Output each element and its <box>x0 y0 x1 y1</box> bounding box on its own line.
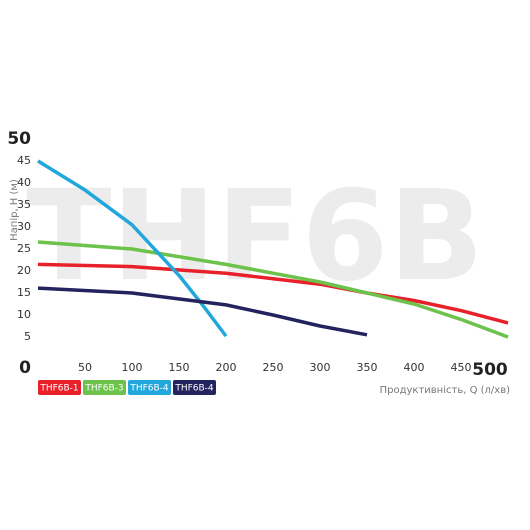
x-axis-label: Продуктивність, Q (л/хв) <box>380 384 510 396</box>
legend-swatch <box>173 380 216 395</box>
x-tick-label: 250 <box>263 361 284 374</box>
x-tick-label: 450 <box>451 361 472 374</box>
series-line <box>37 286 368 337</box>
series-line <box>37 240 509 339</box>
legend-swatch <box>128 380 171 395</box>
x-tick-label: 150 <box>169 361 190 374</box>
y-axis-label: Напір, H (м) <box>8 179 20 241</box>
legend-label: THF6B-3 <box>84 384 123 394</box>
y-tick-label: 10 <box>17 308 31 321</box>
legend-label: THF6B-4 <box>174 384 214 394</box>
y-tick-label: 25 <box>17 242 31 255</box>
x-tick-label: 50 <box>78 361 92 374</box>
series-line <box>37 159 228 338</box>
legend-label: THF6B-4 <box>129 384 169 394</box>
watermark: THF6B <box>26 164 484 309</box>
x-tick-label: 200 <box>216 361 237 374</box>
legend-label: THF6B-1 <box>39 384 78 394</box>
x-tick-label: 400 <box>404 361 425 374</box>
legend-swatch <box>38 380 81 395</box>
x-tick-label: 350 <box>357 361 378 374</box>
y-tick-label: 15 <box>17 286 31 299</box>
x-tick-label: 300 <box>310 361 331 374</box>
y-tick-label: 30 <box>17 220 31 233</box>
x-tick-label: 500 <box>472 360 508 380</box>
y-tick-label: 50 <box>7 129 31 149</box>
y-tick-label: 35 <box>17 198 31 211</box>
y-tick-label: 5 <box>24 330 31 343</box>
y-tick-label: 40 <box>17 176 31 189</box>
y-tick-label: 45 <box>17 154 31 167</box>
y-tick-label: 20 <box>17 264 31 277</box>
y-tick-label: 0 <box>19 358 31 378</box>
legend-swatch <box>83 380 126 395</box>
x-tick-label: 100 <box>122 361 143 374</box>
